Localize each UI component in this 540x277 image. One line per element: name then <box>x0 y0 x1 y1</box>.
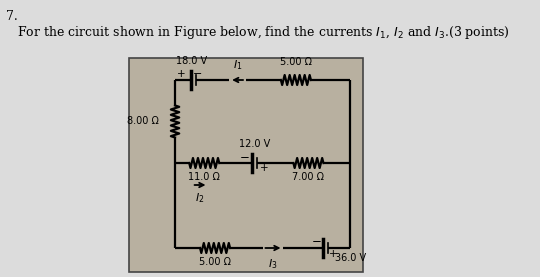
Text: For the circuit shown in Figure below, find the currents $I_1$, $I_2$ and $I_3$.: For the circuit shown in Figure below, f… <box>17 24 510 41</box>
Text: −: − <box>193 69 202 79</box>
Text: +: + <box>178 69 186 79</box>
Text: $I_1$: $I_1$ <box>233 58 242 72</box>
Text: 5.00 Ω: 5.00 Ω <box>280 57 312 67</box>
Text: 8.00 Ω: 8.00 Ω <box>126 117 158 127</box>
Text: +: + <box>329 249 338 259</box>
Text: 12.0 V: 12.0 V <box>239 139 270 149</box>
Text: 7.: 7. <box>6 10 18 23</box>
Text: +: + <box>260 163 268 173</box>
Text: 11.0 Ω: 11.0 Ω <box>188 172 220 182</box>
Text: 5.00 Ω: 5.00 Ω <box>199 257 231 267</box>
Text: −: − <box>239 152 249 165</box>
Text: −: − <box>312 235 322 248</box>
Text: 18.0 V: 18.0 V <box>176 56 207 66</box>
Text: 36.0 V: 36.0 V <box>335 253 366 263</box>
Text: $I_2$: $I_2$ <box>195 191 205 205</box>
Bar <box>129 58 362 272</box>
Text: $I_3$: $I_3$ <box>268 257 278 271</box>
Text: 7.00 Ω: 7.00 Ω <box>293 172 325 182</box>
